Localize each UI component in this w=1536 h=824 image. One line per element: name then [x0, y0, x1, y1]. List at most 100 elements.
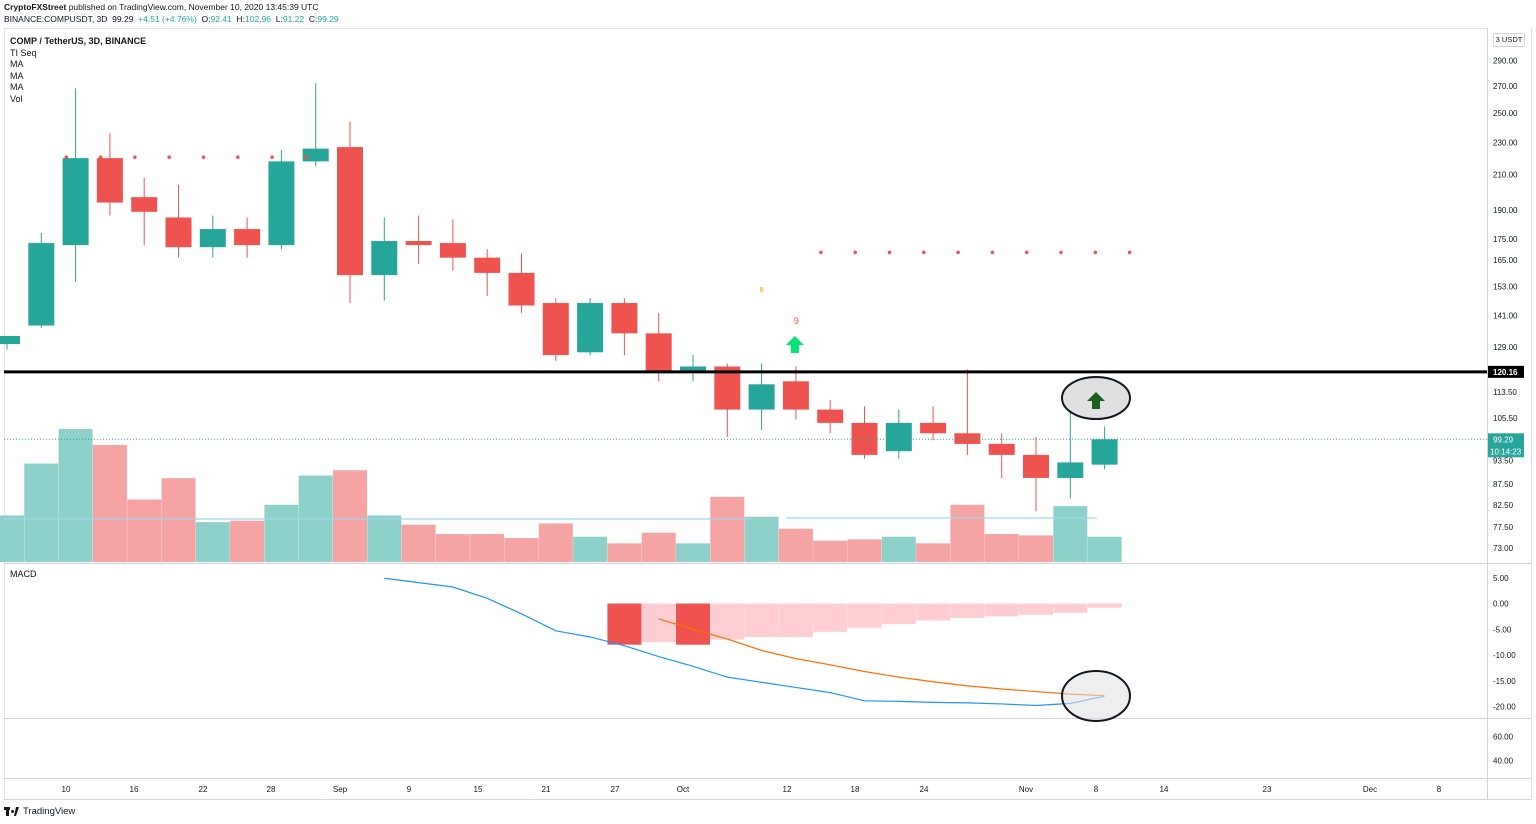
x-tick-label: 14: [1160, 785, 1169, 794]
volume-bar: [58, 429, 93, 562]
legend-vol[interactable]: Vol: [10, 93, 23, 104]
pane-separator: [4, 778, 1531, 779]
volume-bar: [744, 516, 779, 562]
price-tick-label: 250.00: [1493, 109, 1518, 118]
price-scale-border: [1487, 28, 1488, 800]
chart-legend: COMP / TetherUS, 3D, BINANCE TI Seq MA M…: [10, 36, 146, 105]
candle-body: [474, 257, 501, 273]
price-tick-label: 290.00: [1493, 57, 1518, 66]
candle-body: [748, 384, 775, 410]
candle-body: [337, 147, 363, 276]
price-tick-label: 175.00: [1493, 235, 1518, 244]
candle-body: [165, 217, 192, 248]
ohlc-readout: BINANCE:COMPUSDT, 3D 99.29 +4.51 (+4.76%…: [4, 14, 339, 24]
candle-body: [1057, 462, 1084, 478]
x-tick-label: Sep: [333, 785, 348, 794]
x-tick-label: 28: [267, 785, 276, 794]
high-value: 102.96: [245, 14, 272, 24]
candle-body: [851, 422, 878, 455]
x-tick-label: 22: [199, 785, 208, 794]
candle-body: [1023, 454, 1049, 478]
x-tick-label: 9: [407, 785, 412, 794]
seq-marker: [236, 155, 240, 159]
x-tick-label: 12: [783, 785, 792, 794]
scale-prefix: 3: [1495, 35, 1500, 44]
candle-body: [96, 158, 123, 203]
lower-pane-tick-label: 60.00: [1493, 733, 1514, 742]
open-value: 92.41: [210, 14, 232, 24]
volume-bar: [641, 532, 676, 562]
volume-bar: [1053, 506, 1088, 562]
price-tick-label: 105.50: [1493, 414, 1518, 423]
legend-ma-3[interactable]: MA: [10, 82, 24, 92]
macd-histogram-bar: [950, 603, 985, 618]
candle-body: [782, 381, 809, 410]
volume-bar: [24, 463, 59, 562]
volume-bar: [127, 499, 162, 562]
seq-marker: [1059, 250, 1063, 255]
macd-histogram-bar: [1019, 603, 1053, 615]
high-label: H:: [236, 14, 246, 24]
open-label: O:: [201, 14, 211, 24]
change-readout: +4.51 (+4.76%): [138, 14, 197, 24]
x-tick-label: 10: [62, 785, 71, 794]
legend-ma-2[interactable]: MA: [10, 70, 24, 81]
price-tick-label: 73.00: [1493, 544, 1514, 553]
legend-ti-seq[interactable]: TI Seq: [10, 47, 37, 58]
seq-marker: [304, 155, 309, 159]
close-value: 99.29: [317, 14, 339, 24]
macd-histogram-bar: [813, 603, 848, 632]
last-price-tag: [1488, 433, 1524, 458]
volume-bar: [0, 515, 24, 562]
macd-tick-label: 0.00: [1493, 600, 1509, 609]
candle-body: [302, 148, 329, 162]
x-tick-label: Nov: [1019, 785, 1033, 794]
volume-bar: [504, 538, 539, 562]
pane-separator: [4, 718, 1531, 719]
candle-body: [0, 335, 20, 345]
volume-bar: [916, 543, 951, 562]
seq-marker: [819, 250, 823, 255]
price-tick-label: 129.00: [1493, 343, 1518, 352]
seq-marker: [1093, 250, 1098, 255]
macd-tick-label: -10.00: [1493, 651, 1516, 660]
macd-label[interactable]: MACD: [10, 569, 37, 579]
resistance-price-label: 120.16: [1493, 368, 1518, 377]
macd-histogram-bar: [847, 603, 882, 628]
candle-body: [920, 422, 947, 434]
macd-histogram-bar: [881, 603, 916, 625]
candle-body: [645, 333, 672, 373]
seq-marker: [98, 155, 103, 159]
candle-body: [268, 161, 295, 246]
volume-bar: [401, 524, 436, 562]
seq-marker: [167, 155, 171, 159]
x-tick-label: Dec: [1363, 785, 1377, 794]
x-tick-label: 8: [1437, 785, 1442, 794]
volume-bar: [538, 523, 573, 562]
legend-ma-1[interactable]: MA: [10, 59, 24, 69]
volume-bar: [813, 540, 848, 562]
x-tick-label: 16: [130, 785, 139, 794]
macd-histogram-bar: [1053, 603, 1088, 613]
publisher-name[interactable]: CryptoFXStreet: [4, 2, 67, 12]
scale-unit-box[interactable]: 3 USDT: [1493, 33, 1525, 47]
candle-body: [28, 243, 55, 326]
macd-legend: MACD: [10, 569, 37, 581]
footer: TradingView: [4, 806, 75, 817]
x-tick-label: 15: [474, 785, 483, 794]
seq-marker: [956, 250, 960, 255]
volume-bar: [161, 478, 196, 562]
candle-body: [611, 303, 638, 334]
seq-marker: [1127, 250, 1132, 255]
footer-brand[interactable]: TradingView: [23, 806, 76, 817]
x-tick-label: 18: [851, 785, 860, 794]
candle-body: [371, 241, 398, 276]
candle-body: [1091, 439, 1118, 465]
seq-count-label: 9: [794, 316, 799, 326]
buy-arrow-icon: [1087, 392, 1105, 409]
macd-tick-label: 5.00: [1493, 574, 1509, 583]
macd-histogram-bar: [710, 603, 745, 640]
price-tick-label: 270.00: [1493, 82, 1518, 91]
top-border: [4, 28, 1487, 29]
